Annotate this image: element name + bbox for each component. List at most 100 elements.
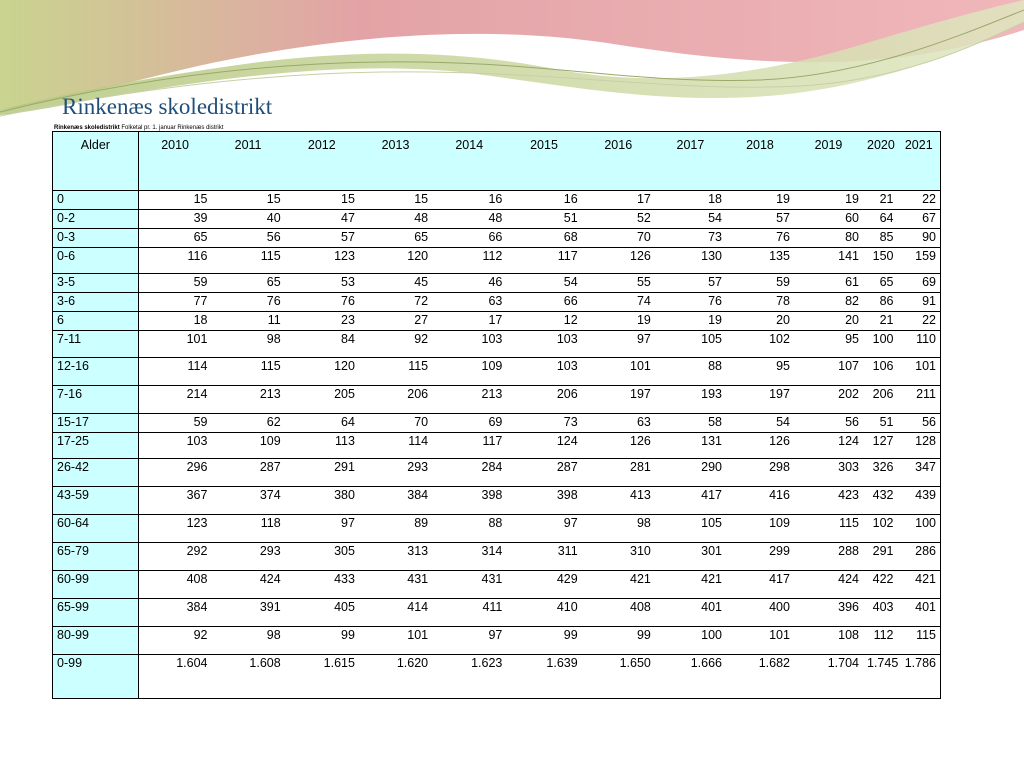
table-row: 60-99 408 424 433 431 431 429 421 421 417 424 422 42… — [52, 570, 941, 599]
value-cell: 64 — [863, 209, 898, 229]
value-cell: 197 — [581, 385, 655, 414]
year-header: 2021 — [897, 131, 941, 191]
age-cell: 0 — [52, 190, 139, 210]
value-cell: 20 — [725, 311, 794, 331]
value-cell: 53 — [284, 273, 359, 293]
value-cell: 48 — [358, 209, 433, 229]
value-cell: 211 — [897, 385, 941, 414]
value-cell: 15 — [138, 190, 212, 210]
value-cell: 45 — [358, 273, 433, 293]
age-cell: 7-16 — [52, 385, 139, 414]
value-cell: 120 — [284, 357, 359, 386]
value-cell: 105 — [654, 330, 726, 358]
value-cell: 115 — [211, 247, 285, 274]
value-cell: 23 — [284, 311, 359, 331]
value-cell: 99 — [284, 626, 359, 655]
value-cell: 1.650 — [581, 654, 655, 699]
value-cell: 405 — [284, 598, 359, 627]
value-cell: 19 — [581, 311, 655, 331]
value-cell: 74 — [581, 292, 655, 312]
value-cell: 95 — [793, 330, 863, 358]
value-cell: 424 — [793, 570, 863, 599]
age-cell: 7-11 — [52, 330, 139, 358]
value-cell: 206 — [863, 385, 898, 414]
value-cell: 78 — [725, 292, 794, 312]
value-cell: 439 — [897, 486, 941, 515]
table-row: 3-5 59 65 53 45 46 54 55 57 59 61 65 69 — [52, 273, 941, 293]
value-cell: 82 — [793, 292, 863, 312]
value-cell: 56 — [211, 228, 285, 248]
value-cell: 20 — [793, 311, 863, 331]
value-cell: 202 — [793, 385, 863, 414]
value-cell: 48 — [432, 209, 507, 229]
age-cell: 80-99 — [52, 626, 139, 655]
value-cell: 288 — [793, 542, 863, 571]
value-cell: 85 — [863, 228, 898, 248]
value-cell: 408 — [138, 570, 212, 599]
value-cell: 22 — [897, 190, 941, 210]
value-cell: 296 — [138, 458, 212, 487]
value-cell: 97 — [432, 626, 507, 655]
value-cell: 63 — [432, 292, 507, 312]
value-cell: 40 — [211, 209, 285, 229]
value-cell: 67 — [897, 209, 941, 229]
value-cell: 123 — [284, 247, 359, 274]
value-cell: 126 — [581, 432, 655, 459]
value-cell: 414 — [358, 598, 433, 627]
value-cell: 1.704 — [793, 654, 863, 699]
value-cell: 384 — [358, 486, 433, 515]
value-cell: 303 — [793, 458, 863, 487]
table-row: 12-16 114 115 120 115 109 103 101 88 95 107 106 101 — [52, 357, 941, 386]
value-cell: 206 — [358, 385, 433, 414]
age-cell: 26-42 — [52, 458, 139, 487]
value-cell: 396 — [793, 598, 863, 627]
value-cell: 417 — [725, 570, 794, 599]
value-cell: 197 — [725, 385, 794, 414]
value-cell: 374 — [211, 486, 285, 515]
value-cell: 39 — [138, 209, 212, 229]
year-header: 2018 — [725, 131, 794, 191]
value-cell: 86 — [863, 292, 898, 312]
value-cell: 76 — [725, 228, 794, 248]
value-cell: 421 — [897, 570, 941, 599]
value-cell: 12 — [506, 311, 582, 331]
value-cell: 103 — [506, 330, 582, 358]
value-cell: 113 — [284, 432, 359, 459]
year-header: 2012 — [284, 131, 359, 191]
value-cell: 77 — [138, 292, 212, 312]
value-cell: 130 — [654, 247, 726, 274]
value-cell: 431 — [432, 570, 507, 599]
value-cell: 1.620 — [358, 654, 433, 699]
value-cell: 56 — [897, 413, 941, 433]
year-header: 2011 — [211, 131, 285, 191]
value-cell: 47 — [284, 209, 359, 229]
value-cell: 384 — [138, 598, 212, 627]
value-cell: 292 — [138, 542, 212, 571]
value-cell: 416 — [725, 486, 794, 515]
value-cell: 286 — [897, 542, 941, 571]
value-cell: 66 — [506, 292, 582, 312]
value-cell: 102 — [863, 514, 898, 543]
value-cell: 64 — [284, 413, 359, 433]
value-cell: 115 — [897, 626, 941, 655]
year-header: 2013 — [358, 131, 433, 191]
year-header: 2019 — [793, 131, 863, 191]
value-cell: 108 — [793, 626, 863, 655]
value-cell: 367 — [138, 486, 212, 515]
value-cell: 106 — [863, 357, 898, 386]
value-cell: 65 — [863, 273, 898, 293]
value-cell: 135 — [725, 247, 794, 274]
value-cell: 401 — [654, 598, 726, 627]
age-cell: 12-16 — [52, 357, 139, 386]
value-cell: 70 — [581, 228, 655, 248]
value-cell: 431 — [358, 570, 433, 599]
value-cell: 101 — [358, 626, 433, 655]
value-cell: 91 — [897, 292, 941, 312]
value-cell: 115 — [793, 514, 863, 543]
value-cell: 54 — [725, 413, 794, 433]
value-cell: 131 — [654, 432, 726, 459]
value-cell: 15 — [284, 190, 359, 210]
value-cell: 1.608 — [211, 654, 285, 699]
value-cell: 120 — [358, 247, 433, 274]
value-cell: 76 — [211, 292, 285, 312]
